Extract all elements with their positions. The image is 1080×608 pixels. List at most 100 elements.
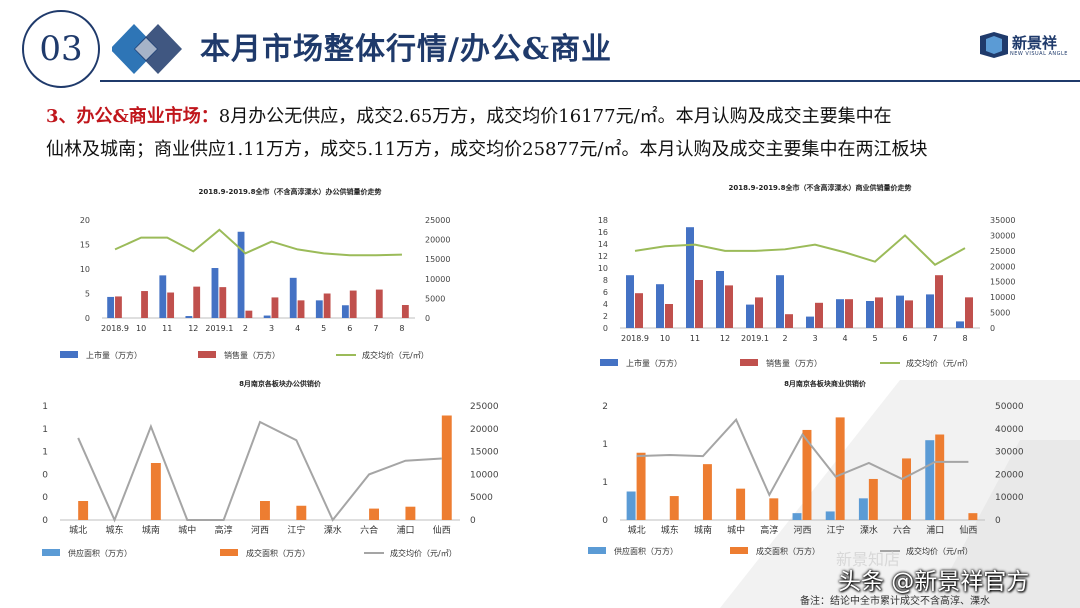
logo-icon (980, 32, 1008, 58)
bar-supply (626, 491, 636, 520)
bar-supply (746, 304, 754, 328)
bar-sales (968, 513, 978, 520)
x-axis-category-label: 5 (321, 324, 326, 333)
bar-sales (695, 280, 703, 328)
left-axis-tick-label: 6 (603, 288, 608, 297)
left-axis-tick-label: 0 (42, 516, 48, 526)
x-axis-category-label: 六合 (360, 524, 378, 536)
left-axis-tick-label: 0 (42, 493, 48, 503)
right-axis-tick-label: 20000 (990, 262, 1015, 271)
bar-supply (825, 511, 835, 520)
right-axis-tick-label: 0 (990, 324, 995, 333)
bar-sales (636, 452, 646, 520)
commercial-district-chart: 8月南京各板块商业供销价 0 1 1 2 0 10000 20000 30000 40000 500… (588, 379, 1024, 556)
bar-sales (785, 314, 793, 328)
legend-label: 销售量（万方） (224, 350, 280, 360)
right-axis-tick-label: 35000 (990, 216, 1015, 225)
section-number: 03 (22, 10, 100, 88)
diamond-ornament-icon (112, 24, 182, 74)
bar-supply (776, 275, 784, 328)
bar-sales (297, 300, 305, 318)
legend-label: 成交均价（元/㎡） (362, 350, 429, 360)
left-axis-tick-label: 18 (598, 216, 608, 225)
chart-title: 8月南京各板块办公供销价 (239, 379, 322, 388)
bar-supply (237, 231, 245, 318)
left-axis-tick-label: 0 (42, 470, 48, 480)
left-axis-tick-label: 12 (598, 252, 608, 261)
bar-sales (755, 297, 763, 328)
right-axis-tick-label: 25000 (470, 402, 499, 412)
x-axis-category-label: 10 (136, 324, 146, 333)
bar-supply (626, 275, 634, 328)
bar-sales (115, 296, 122, 318)
x-axis-category-label: 高淳 (215, 524, 233, 536)
legend-swatch (42, 549, 60, 556)
bar-supply (866, 301, 874, 328)
bar-supply (289, 277, 297, 318)
bar-sales (802, 429, 812, 520)
legend-swatch (60, 351, 78, 358)
bar-sales (835, 417, 845, 520)
logo-text: 新景祥 (1012, 34, 1058, 52)
bar-sales (725, 285, 733, 328)
legend-label: 上市量（万方） (626, 358, 682, 368)
right-axis-tick-label: 20000 (425, 236, 450, 245)
legend-label: 供应面积（万方） (614, 546, 678, 556)
bar-supply (107, 296, 115, 318)
bar-sales (271, 297, 279, 318)
left-axis-tick-label: 16 (598, 228, 608, 237)
left-axis-tick-label: 0 (85, 314, 90, 323)
legend-label: 成交均价（元/㎡） (906, 546, 973, 556)
platform-watermark: 头条 @新景祥官方 (838, 569, 1030, 595)
left-axis-tick-label: 14 (598, 240, 608, 249)
bar-sales (369, 508, 379, 520)
bar-sales (702, 464, 712, 520)
bar-sales (323, 293, 331, 318)
x-axis-category-label: 城东 (661, 524, 679, 536)
x-axis-category-label: 仙西 (433, 524, 451, 536)
bar-supply (858, 498, 868, 520)
bar-sales (935, 275, 943, 328)
x-axis-category-label: 10 (660, 334, 670, 343)
bar-sales (296, 505, 307, 520)
legend-label: 成交面积（万方） (756, 546, 820, 556)
bar-sales (193, 286, 201, 318)
bar-supply (836, 299, 844, 328)
x-axis-category-label: 浦口 (396, 524, 414, 536)
left-axis-tick-label: 1 (42, 402, 48, 412)
x-axis-category-label: 11 (162, 324, 172, 333)
x-axis-category-label: 仙西 (959, 524, 977, 536)
x-axis-category-label: 河西 (251, 524, 269, 536)
logo-subtitle: NEW VISUAL ANGLE (1010, 51, 1068, 57)
legend-label: 供应面积（万方） (68, 548, 132, 558)
bar-supply (956, 321, 964, 328)
right-axis-tick-label: 0 (470, 516, 476, 526)
bar-supply (263, 315, 271, 318)
bar-sales (736, 488, 746, 520)
right-axis-tick-label: 5000 (470, 493, 493, 503)
right-axis-tick-label: 0 (425, 314, 430, 323)
x-axis-category-label: 城南 (694, 524, 712, 536)
bar-supply (792, 513, 802, 520)
bar-sales (769, 498, 779, 520)
x-axis-category-label: 城东 (106, 524, 124, 536)
bar-sales (150, 463, 161, 520)
background-decoration (720, 380, 1080, 608)
x-axis-category-label: 城中 (178, 524, 196, 536)
left-axis-tick-label: 15 (80, 241, 90, 250)
x-axis-category-label: 6 (347, 324, 352, 333)
bar-sales (405, 506, 416, 520)
left-axis-tick-label: 4 (603, 300, 608, 309)
legend-swatch (220, 549, 238, 556)
left-axis-tick-label: 5 (85, 290, 90, 299)
legend-swatch (600, 359, 618, 366)
x-axis-category-label: 2019.1 (741, 334, 769, 343)
chart-title: 8月南京各板块商业供销价 (784, 379, 867, 388)
bar-sales (905, 300, 913, 328)
x-axis-category-label: 3 (812, 334, 817, 343)
bar-sales (935, 434, 945, 520)
x-axis-category-label: 城北 (628, 525, 646, 536)
x-axis-category-label: 六合 (893, 524, 911, 536)
bar-sales (965, 297, 973, 328)
left-axis-tick-label: 20 (80, 216, 90, 225)
